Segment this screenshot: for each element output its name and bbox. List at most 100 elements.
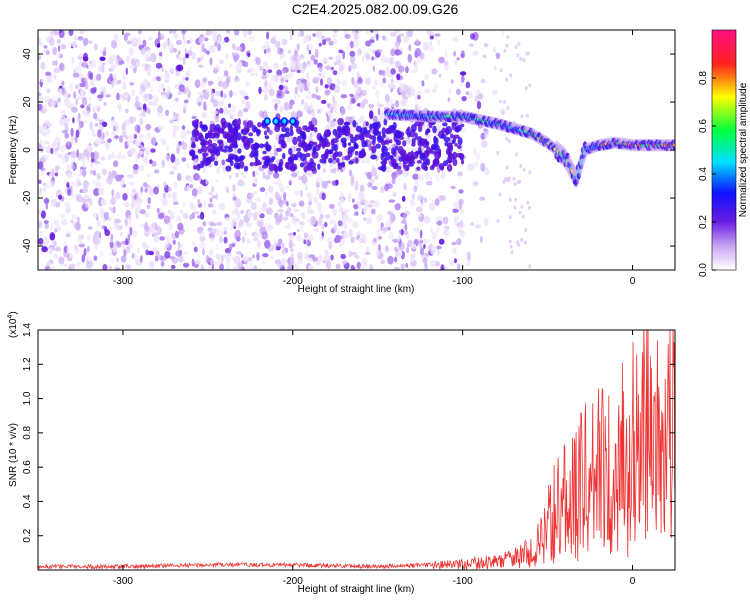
noise-blob [363, 217, 367, 221]
noise-blob [214, 260, 222, 267]
noise-blob [303, 103, 309, 112]
noise-blob [401, 195, 406, 202]
noise-blob [266, 31, 270, 40]
noise-blob [253, 265, 258, 270]
noise-blob [63, 180, 68, 185]
noise-blob [346, 217, 353, 224]
noise-blob [92, 212, 99, 219]
noise-blob [71, 181, 76, 188]
noise-blob [73, 91, 77, 99]
band-blob [273, 163, 277, 171]
noise-blob [229, 63, 233, 68]
noise-blob [509, 73, 513, 78]
band-blob [262, 156, 269, 161]
band-blob [395, 139, 402, 146]
noise-blob [522, 167, 526, 172]
noise-blob [276, 106, 279, 113]
noise-blob [333, 211, 337, 217]
noise-blob [277, 238, 283, 245]
band-blob [445, 127, 449, 136]
band-blob [229, 155, 233, 161]
band-blob [231, 137, 238, 147]
noise-blob [362, 160, 365, 164]
noise-blob [43, 140, 50, 145]
noise-blob [165, 39, 172, 47]
noise-blob [282, 198, 288, 205]
noise-blob [164, 79, 170, 83]
noise-blob [405, 262, 409, 268]
noise-blob [71, 214, 78, 220]
spectrogram-x-axis-label: Height of straight line (km) [298, 284, 415, 295]
band-blob [444, 141, 449, 147]
noise-blob [423, 215, 431, 224]
noise-blob [205, 30, 212, 36]
noise-blob [390, 214, 394, 224]
noise-blob [333, 167, 337, 174]
noise-blob [77, 216, 80, 223]
band-blob [454, 143, 458, 147]
noise-blob [390, 78, 394, 84]
noise-blob [300, 212, 305, 219]
noise-blob [57, 225, 61, 232]
noise-blob [281, 242, 285, 249]
band-blob [191, 141, 196, 147]
noise-blob [388, 231, 394, 240]
noise-blob [148, 187, 155, 196]
band-blob [425, 129, 431, 133]
noise-blob [343, 231, 349, 239]
noise-blob [303, 232, 309, 239]
noise-blob [229, 243, 233, 251]
noise-blob [498, 192, 502, 197]
noise-blob [400, 228, 404, 236]
noise-blob [316, 95, 321, 101]
noise-blob [288, 180, 292, 186]
noise-blob [173, 181, 178, 189]
noise-blob [112, 206, 116, 214]
noise-blob [154, 169, 160, 174]
noise-blob [233, 30, 240, 36]
noise-blob [90, 59, 97, 68]
spectrogram-heatmap [38, 30, 675, 270]
noise-blob [349, 54, 356, 64]
noise-blob [262, 171, 266, 179]
noise-blob [176, 172, 182, 182]
noise-blob [115, 58, 119, 64]
noise-blob [44, 223, 49, 229]
noise-blob [167, 186, 172, 192]
noise-blob [58, 256, 65, 265]
band-blob [281, 126, 287, 133]
noise-blob [441, 267, 445, 270]
noise-blob [250, 202, 257, 211]
noise-blob [236, 236, 241, 242]
noise-blob [49, 232, 56, 241]
noise-blob [356, 261, 362, 270]
noise-blob [502, 99, 506, 104]
noise-blob [391, 178, 396, 185]
noise-blob [316, 176, 323, 184]
y-tick-label: 0.8 [22, 425, 33, 439]
noise-blob [515, 152, 519, 157]
band-blob [380, 152, 385, 161]
noise-blob [290, 60, 296, 68]
noise-blob [183, 99, 189, 104]
band-blob [299, 162, 305, 168]
noise-blob [121, 97, 125, 102]
noise-blob [46, 88, 51, 94]
noise-blob [115, 155, 121, 160]
noise-blob [101, 65, 105, 73]
noise-blob [85, 201, 90, 208]
noise-blob [205, 255, 210, 264]
noise-blob [232, 184, 236, 192]
noise-blob [83, 248, 87, 257]
noise-blob [202, 221, 207, 227]
noise-blob [116, 79, 122, 85]
noise-blob [340, 253, 347, 260]
band-blob [426, 146, 431, 155]
noise-blob [452, 208, 459, 213]
noise-blob [440, 172, 446, 180]
noise-blob [64, 132, 70, 139]
noise-blob [325, 259, 332, 270]
noise-blob [268, 185, 274, 193]
noise-blob [140, 47, 146, 56]
